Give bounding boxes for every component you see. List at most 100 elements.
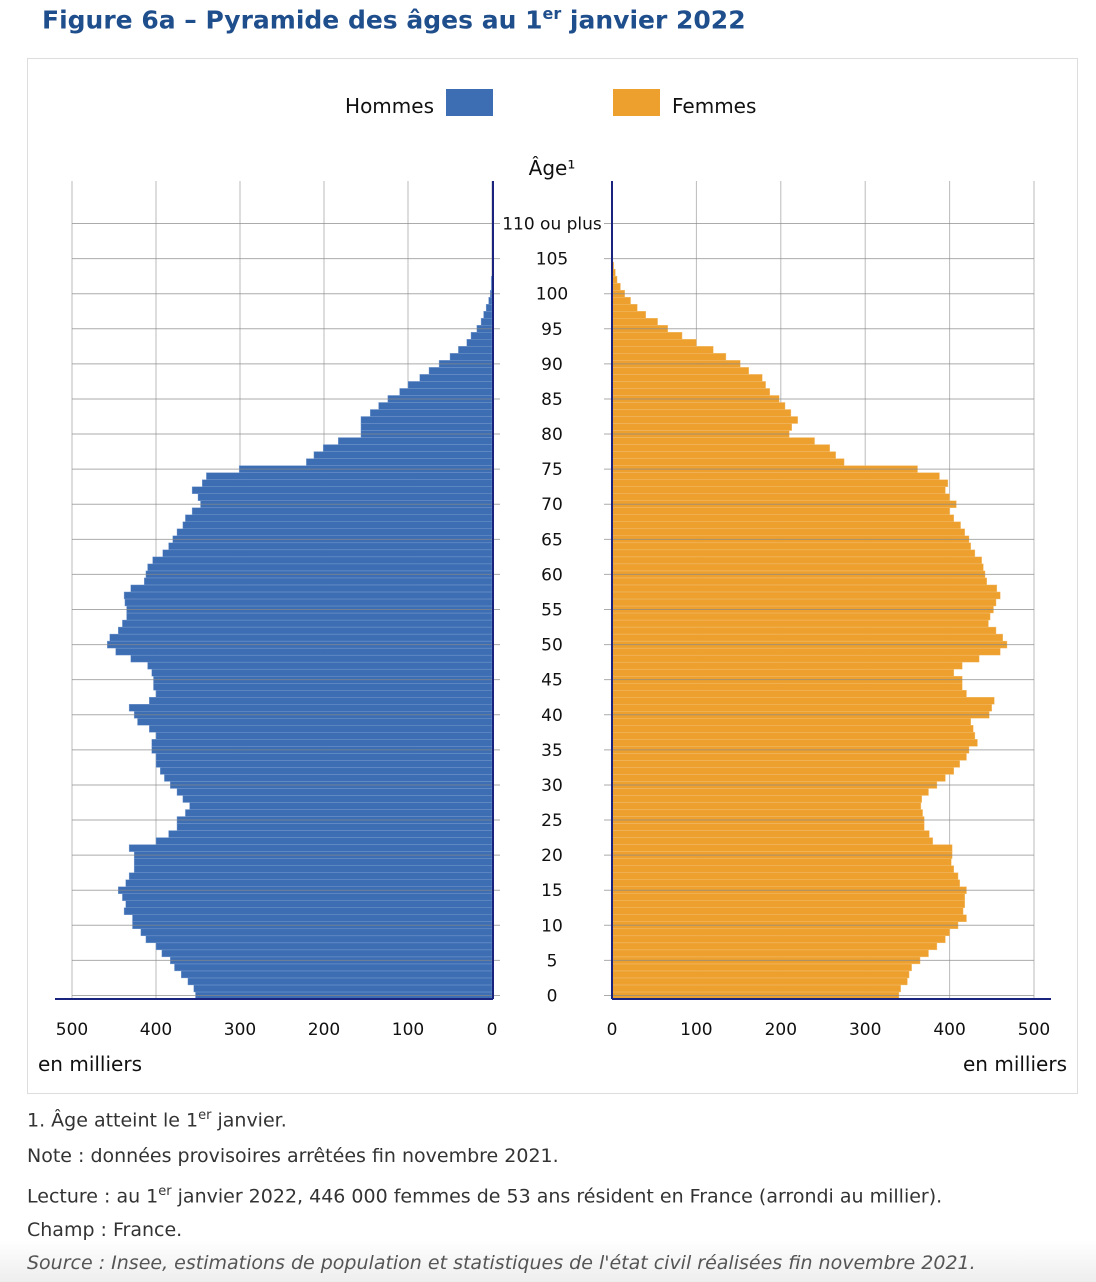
bar-hommes-age-72	[191, 486, 493, 494]
legend-label-hommes: Hommes	[345, 94, 434, 118]
bar-femmes-age-57	[611, 591, 1001, 600]
lecture: Lecture : au 1er janvier 2022, 446 000 f…	[27, 1184, 943, 1208]
age-tick-label: 15	[541, 881, 563, 901]
bar-hommes-age-49	[115, 647, 493, 656]
bar-hommes-age-96	[480, 318, 493, 326]
bar-femmes-age-33	[611, 760, 960, 768]
note: Note : données provisoires arrêtées fin …	[27, 1145, 559, 1167]
x-tick-label-femmes: 300	[849, 1020, 881, 1040]
age-tick-label: 70	[541, 495, 563, 515]
bar-hommes-age-99	[488, 296, 493, 305]
bar-hommes-age-39	[137, 718, 493, 726]
bar-femmes-age-87	[611, 381, 766, 389]
x-tick-label-femmes: 200	[765, 1020, 797, 1040]
bar-hommes-age-14	[122, 893, 493, 901]
bar-femmes-age-97	[611, 311, 646, 319]
age-tick-label: 85	[541, 390, 563, 410]
bar-hommes-age-87	[407, 381, 493, 389]
bar-hommes-age-53	[122, 619, 493, 628]
age-tick-label: 100	[536, 285, 568, 305]
age-tick-label: 50	[541, 636, 563, 656]
bar-femmes-age-17	[611, 872, 959, 880]
age-tick-label: 35	[541, 741, 563, 761]
bar-hommes-age-16	[125, 879, 493, 887]
bar-hommes-age-67	[182, 521, 493, 529]
bar-hommes-age-12	[123, 907, 493, 915]
bar-femmes-age-12	[611, 907, 964, 915]
bar-hommes-age-1	[193, 984, 493, 993]
bar-femmes-age-21	[611, 844, 953, 852]
bar-femmes-age-94	[611, 332, 683, 340]
bar-hommes-age-58	[130, 584, 493, 593]
bar-hommes-age-7	[155, 942, 493, 951]
bar-hommes-age-54	[126, 612, 493, 621]
bar-hommes-age-47	[147, 661, 493, 670]
age-tick-label: 25	[541, 811, 563, 831]
bar-hommes-age-71	[197, 493, 493, 501]
x-tick-label-femmes: 0	[607, 1020, 618, 1040]
bar-hommes-age-41	[128, 704, 493, 712]
bar-femmes-age-52	[611, 626, 997, 635]
x-tick-label-hommes: 0	[487, 1020, 498, 1040]
bar-femmes-age-62	[611, 556, 982, 565]
bar-femmes-age-18	[611, 865, 955, 873]
bar-hommes-age-74	[206, 472, 493, 480]
bar-hommes-age-8	[145, 935, 493, 944]
bar-femmes-age-61	[611, 563, 984, 572]
bar-hommes-age-33	[155, 760, 493, 768]
bar-hommes-age-6	[161, 949, 493, 958]
bar-femmes-age-72	[611, 486, 946, 494]
bar-femmes-age-31	[611, 774, 946, 782]
age-tick-label: 65	[541, 530, 563, 550]
bar-hommes-age-32	[159, 767, 493, 775]
legend-label-femmes: Femmes	[672, 94, 756, 118]
bar-femmes-age-79	[611, 437, 815, 445]
bar-hommes-age-78	[322, 444, 493, 452]
bar-femmes-age-44	[611, 682, 963, 691]
bar-femmes-age-78	[611, 444, 830, 452]
bar-femmes-age-89	[611, 367, 749, 375]
bar-hommes-age-68	[185, 514, 493, 522]
bar-femmes-age-77	[611, 451, 836, 459]
bar-hommes-age-4	[174, 963, 493, 972]
bar-hommes-age-52	[117, 626, 493, 635]
bar-hommes-age-2	[187, 977, 493, 986]
x-tick-label-femmes: 500	[1018, 1020, 1050, 1040]
bar-hommes-age-3	[180, 970, 493, 979]
bar-hommes-age-77	[313, 451, 493, 459]
bar-hommes-age-101	[490, 282, 493, 291]
x-tick-label-hommes: 300	[224, 1020, 256, 1040]
bar-hommes-age-13	[125, 900, 493, 908]
bar-hommes-age-62	[152, 556, 493, 565]
age-tick-label: 90	[541, 355, 563, 375]
bar-femmes-age-6	[611, 949, 929, 958]
bar-hommes-age-21	[128, 844, 493, 852]
bar-femmes-age-99	[611, 296, 631, 305]
bar-hommes-age-28	[182, 795, 493, 803]
x-tick-label-femmes: 400	[933, 1020, 965, 1040]
bar-hommes-age-57	[123, 591, 493, 600]
bar-hommes-age-38	[149, 725, 493, 733]
bar-hommes-age-51	[109, 633, 493, 642]
bar-hommes-age-43	[155, 690, 493, 698]
bar-hommes-age-18	[133, 865, 493, 873]
age-tick-label: 10	[541, 916, 563, 936]
bar-hommes-age-97	[483, 311, 493, 319]
y-axis-label: Âge¹	[529, 156, 576, 180]
age-tick-label: 60	[541, 565, 563, 585]
legend-swatch-femmes	[613, 89, 660, 116]
bar-femmes-age-67	[611, 521, 961, 529]
age-tick-label: 5	[547, 951, 558, 971]
bar-femmes-age-71	[611, 493, 950, 501]
bar-femmes-age-98	[611, 304, 638, 312]
age-tick-label: 40	[541, 706, 563, 726]
x-tick-label-femmes: 100	[680, 1020, 712, 1040]
bar-femmes-age-76	[611, 458, 845, 466]
bar-hommes-age-24	[176, 823, 493, 831]
bar-femmes-age-73	[611, 479, 949, 487]
bar-hommes-age-92	[458, 346, 493, 354]
bar-hommes-age-88	[419, 374, 493, 382]
bar-hommes-age-27	[189, 802, 493, 810]
bar-femmes-age-92	[611, 346, 714, 354]
age-tick-label: 30	[541, 776, 563, 796]
